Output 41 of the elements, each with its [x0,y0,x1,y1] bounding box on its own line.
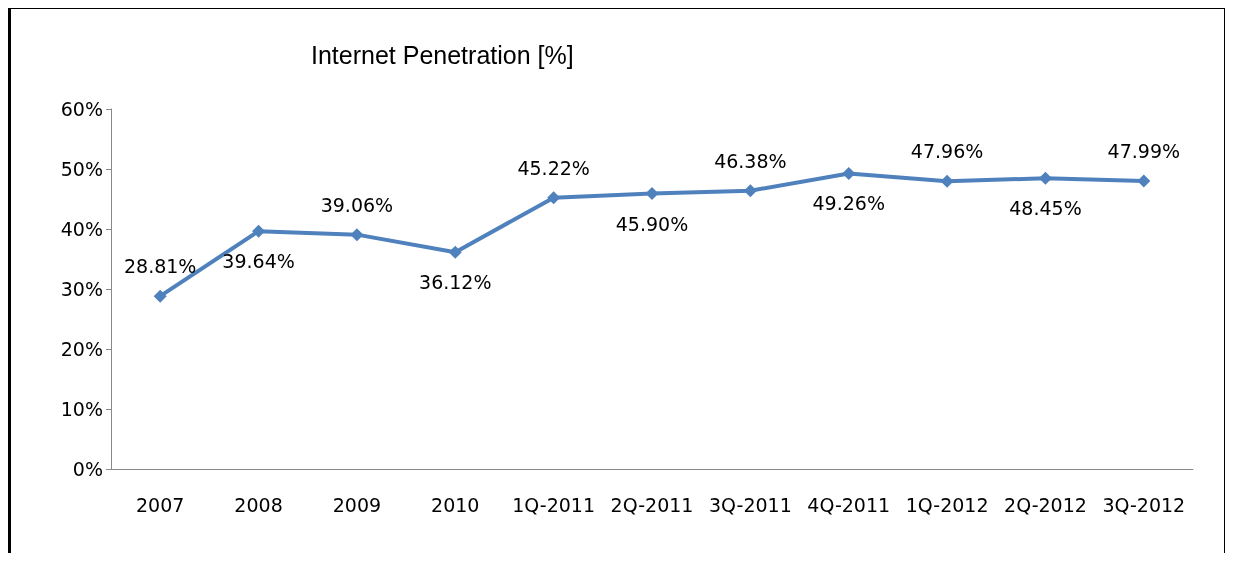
point [252,224,266,238]
point [153,289,167,303]
data-label: 48.45% [1009,197,1082,220]
x-tick-label: 4Q-2011 [807,493,891,516]
x-tick-label: 3Q-2011 [708,493,792,516]
data-label: 45.22% [517,156,590,179]
y-tick-label: 60% [60,98,103,120]
point [350,228,364,242]
point [1137,174,1151,188]
data-label: 28.81% [123,255,197,278]
data-label: 46.38% [714,149,787,172]
x-tick-label: 1Q-2011 [512,493,596,516]
y-tick-label: 50% [60,158,103,180]
y-tick-label: 10% [60,398,103,420]
data-label: 39.64% [222,250,295,273]
x-tick-label: 2Q-2011 [610,493,694,516]
data-label: 36.12% [419,271,492,294]
point [743,184,757,198]
data-label: 49.26% [812,192,885,215]
x-tick-label: 1Q-2012 [905,493,989,516]
point [842,166,856,180]
point [940,174,954,188]
x-tick-label: 2Q-2012 [1004,493,1087,516]
point [645,187,659,201]
y-tick-label: 40% [60,218,103,240]
data-label: 47.99% [1107,140,1181,163]
point [547,191,561,205]
x-tick-label: 2007 [136,493,185,516]
y-tick-label: 30% [60,278,103,300]
x-tick-label: 2010 [431,493,480,516]
x-tick-label: 2009 [332,493,382,516]
chart-title: Internet Penetration [%] [311,40,574,69]
point [448,245,462,259]
x-tick-label: 2008 [234,493,283,516]
x-tick-label: 3Q-2012 [1102,493,1186,516]
data-label: 47.96% [910,140,984,163]
y-tick-label: 20% [60,338,103,360]
data-label: 39.06% [320,193,394,216]
point [1038,171,1052,185]
y-tick-label: 0% [72,458,103,480]
data-label: 45.90% [615,212,689,235]
